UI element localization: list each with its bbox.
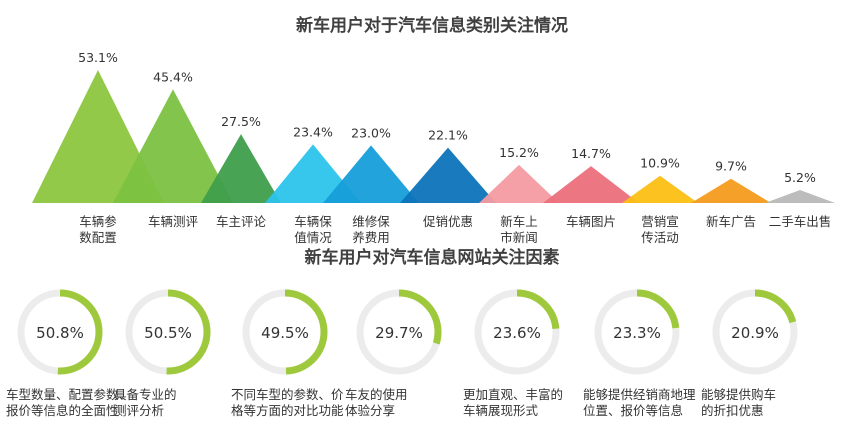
value-label: 14.7% <box>571 146 611 161</box>
triangle-mark <box>201 134 281 203</box>
ring-category-label: 能够提供购车 的折扣优惠 <box>701 387 777 418</box>
value-label: 23.4% <box>293 124 333 139</box>
ring-arc <box>594 289 680 375</box>
value-label: 22.1% <box>428 128 468 143</box>
ring-category-label: 车友的使用 体验分享 <box>345 387 408 418</box>
triangle-mark <box>691 178 771 203</box>
category-label: 车辆测评 <box>147 214 198 229</box>
category-label: 维修保 养费用 <box>352 214 390 245</box>
category-label: 车辆保 值情况 <box>294 214 332 245</box>
triangle-mark <box>479 164 559 203</box>
category-label: 车辆图片 <box>565 214 616 229</box>
ring-value-label: 49.5% <box>261 324 309 342</box>
ring-category-label: 车型数量、配置参数、 报价等信息的全面性 <box>6 387 132 418</box>
category-label: 促销优惠 <box>422 214 473 229</box>
category-label: 车主评论 <box>215 214 266 229</box>
ring-value-label: 50.8% <box>36 324 84 342</box>
triangle-mark <box>400 147 496 203</box>
category-label: 二手车出售 <box>768 214 832 229</box>
triangle-mark <box>765 189 835 203</box>
ring-value-label: 23.6% <box>493 324 541 342</box>
ring-category-label: 更加直观、丰富的 车辆展现形式 <box>463 387 564 418</box>
ring-arc <box>712 289 798 375</box>
ring-arc <box>17 289 103 375</box>
ring-value-label: 29.7% <box>375 324 423 342</box>
chart-title-categories: 新车用户对于汽车信息类别关注情况 <box>296 16 568 36</box>
ring-arc <box>474 289 560 375</box>
value-label: 23.0% <box>351 125 391 140</box>
value-label: 27.5% <box>221 114 261 129</box>
value-label: 9.7% <box>715 159 747 174</box>
ring-category-label: 不同车型的参数、价 格等方面的对比功能 <box>231 387 344 418</box>
ring-value-label: 23.3% <box>613 324 661 342</box>
category-label: 营销宣 传活动 <box>641 214 679 245</box>
triangle-chart: 53.1% 45.4% 27.5% 23.4% 23.0% 22.1% 15.2% 14.7%… <box>32 50 835 203</box>
ring-arc <box>356 289 442 375</box>
value-label: 45.4% <box>153 69 193 84</box>
triangle-mark <box>323 145 419 203</box>
category-label: 新车上 市新闻 <box>500 214 538 245</box>
value-label: 10.9% <box>640 156 680 171</box>
triangle-mark <box>622 175 698 203</box>
value-label: 15.2% <box>499 145 539 160</box>
value-label: 53.1% <box>78 50 118 65</box>
chart-title-websites: 新车用户对汽车信息网站关注因素 <box>304 248 560 268</box>
ring-value-label: 50.5% <box>144 324 192 342</box>
category-label: 车辆参 数配置 <box>79 214 117 245</box>
ring-value-label: 20.9% <box>731 324 779 342</box>
ring-arc <box>125 289 211 375</box>
triangle-mark <box>543 166 639 203</box>
ring-category-label: 能够提供经销商地理 位置、报价等信息 <box>583 387 696 418</box>
ring-arc <box>242 289 328 375</box>
value-label: 5.2% <box>784 170 816 185</box>
ring-category-label: 具备专业的 测评分析 <box>114 387 177 418</box>
category-label: 新车广告 <box>705 214 756 229</box>
triangle-mark <box>113 89 233 203</box>
